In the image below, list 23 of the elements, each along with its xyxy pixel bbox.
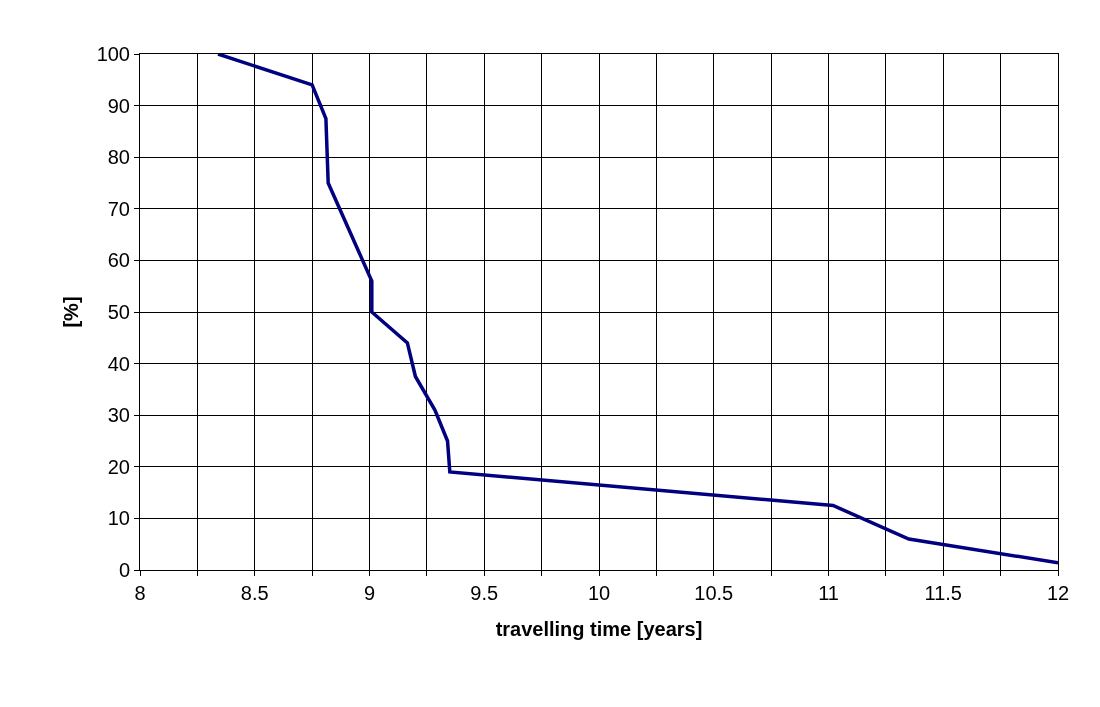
y-tick-label: 50 bbox=[107, 301, 130, 323]
x-tick-label: 11 bbox=[818, 582, 839, 604]
x-tick-label: 8.5 bbox=[240, 582, 269, 604]
x-tick-label: 9 bbox=[363, 582, 376, 604]
x-tick-label: 10.5 bbox=[694, 582, 734, 604]
y-tick-label: 60 bbox=[107, 249, 130, 272]
x-tick-label: 8 bbox=[134, 582, 146, 604]
x-axis-title: travelling time [years] bbox=[495, 617, 703, 640]
y-axis-title: [%] bbox=[60, 296, 83, 328]
line-series bbox=[216, 54, 1058, 565]
y-tick-label: 0 bbox=[118, 559, 130, 581]
x-tick-label: 12 bbox=[1046, 582, 1070, 604]
y-tick-label: 30 bbox=[107, 404, 130, 427]
y-tick-label: 100 bbox=[96, 43, 130, 65]
y-tick-label: 70 bbox=[107, 197, 130, 220]
y-tick-label: 10 bbox=[107, 507, 130, 530]
y-tick-label: 80 bbox=[107, 146, 130, 169]
y-tick-label: 20 bbox=[107, 455, 130, 478]
x-tick-label: 9.5 bbox=[470, 582, 499, 604]
y-tick-label: 40 bbox=[107, 352, 130, 375]
y-tick-label: 90 bbox=[107, 94, 130, 117]
x-tick-label: 10 bbox=[587, 582, 611, 604]
x-tick-label: 11.5 bbox=[924, 582, 962, 604]
